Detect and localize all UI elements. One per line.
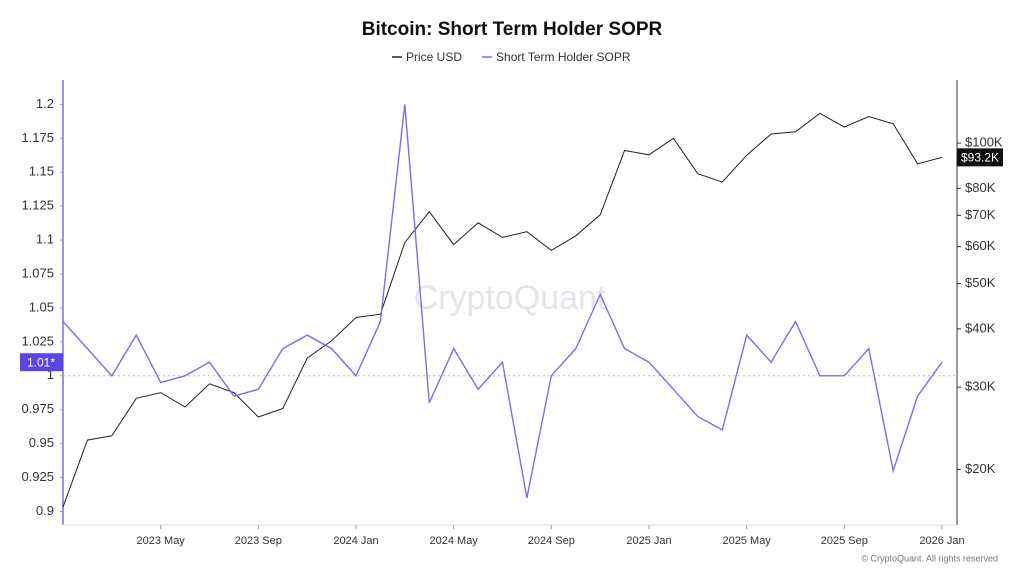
series-line bbox=[62, 112, 943, 508]
y-tick-label: 1.1 bbox=[36, 232, 54, 247]
y-tick-label: 1.025 bbox=[21, 333, 54, 348]
last-value-box bbox=[957, 148, 1003, 167]
y-tick-label: 1.075 bbox=[21, 265, 54, 280]
x-tick-label: 2026 Jan bbox=[919, 535, 964, 547]
x-tick-label: 2024 May bbox=[430, 535, 479, 547]
y-tick-label: 0.975 bbox=[21, 401, 54, 416]
y2-tick-label: $30K bbox=[965, 379, 996, 394]
x-tick-label: 2023 Sep bbox=[235, 535, 282, 547]
legend-label: Price USD bbox=[406, 50, 462, 64]
watermark: CryptoQuant bbox=[414, 279, 607, 317]
last-value-label: $93.2K bbox=[961, 151, 999, 165]
last-value-box bbox=[20, 353, 63, 372]
x-tick-label: 2025 Sep bbox=[821, 535, 868, 547]
chart-title: Bitcoin: Short Term Holder SOPR bbox=[362, 19, 663, 40]
y2-tick-label: $50K bbox=[965, 275, 996, 290]
x-tick-label: 2024 Sep bbox=[528, 535, 575, 547]
series-line bbox=[62, 104, 943, 499]
y-tick-label: 1.2 bbox=[36, 96, 54, 111]
last-value-label: 1.01* bbox=[27, 355, 55, 369]
y2-tick-label: $60K bbox=[965, 238, 996, 253]
y2-tick-label: $70K bbox=[965, 207, 996, 222]
y2-tick-label: $100K bbox=[965, 135, 1003, 150]
x-tick-label: 2023 May bbox=[137, 535, 186, 547]
y-tick-label: 1.05 bbox=[29, 299, 54, 314]
footer: © CryptoQuant. All rights reserved bbox=[861, 553, 998, 563]
x-tick-label: 2024 Jan bbox=[333, 535, 378, 547]
y2-tick-label: $20K bbox=[965, 461, 996, 476]
y-tick-label: 1.125 bbox=[21, 198, 54, 213]
y2-tick-label: $40K bbox=[965, 320, 996, 335]
y-tick-label: 1 bbox=[47, 367, 54, 382]
x-tick-label: 2025 May bbox=[723, 535, 772, 547]
y-tick-label: 0.9 bbox=[36, 503, 54, 518]
y-tick-label: 1.15 bbox=[29, 164, 54, 179]
y2-tick-label: $80K bbox=[965, 180, 996, 195]
legend-label: Short Term Holder SOPR bbox=[496, 50, 631, 64]
y-tick-label: 0.925 bbox=[21, 469, 54, 484]
y-tick-label: 1.175 bbox=[21, 130, 54, 145]
x-tick-label: 2025 Jan bbox=[626, 535, 671, 547]
y-tick-label: 0.95 bbox=[29, 435, 54, 450]
